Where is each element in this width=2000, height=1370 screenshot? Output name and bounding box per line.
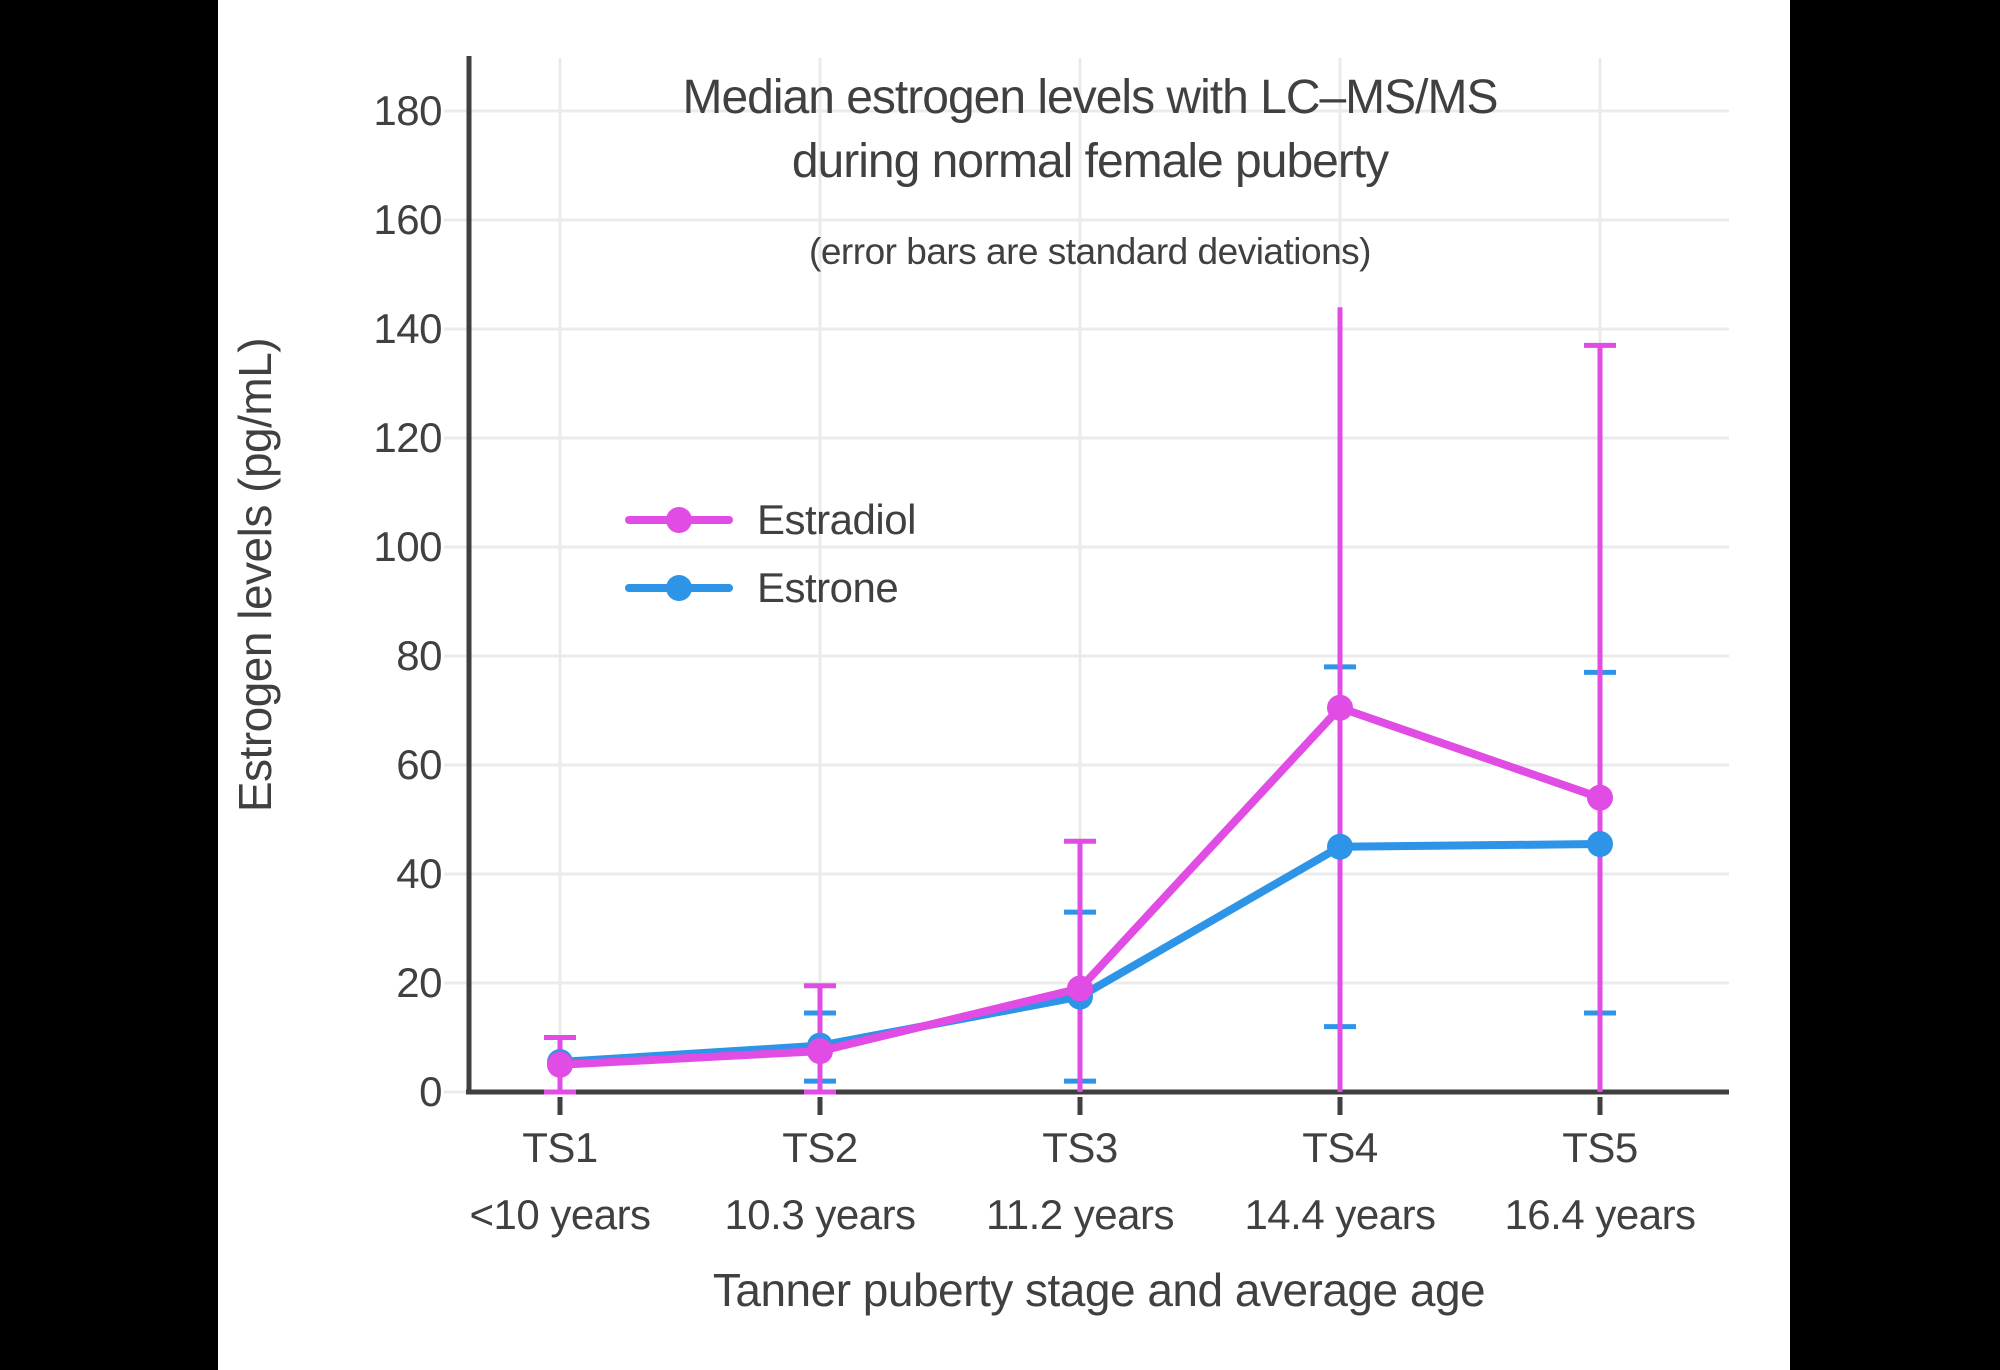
legend: Estradiol Estrone [625, 492, 916, 628]
y-tick-label: 140 [373, 305, 442, 352]
x-category-label: TS3 [1042, 1124, 1118, 1171]
chart-subtitle: (error bars are standard deviations) [809, 231, 1371, 272]
legend-item-estrone: Estrone [625, 560, 916, 616]
x-age-label: 14.4 years [1244, 1191, 1436, 1238]
x-axis-title: Tanner puberty stage and average age [712, 1264, 1486, 1316]
data-point-estradiol [547, 1051, 573, 1078]
y-tick-label: 20 [396, 959, 442, 1006]
y-tick-label: 80 [396, 632, 442, 679]
y-tick-label: 180 [373, 87, 442, 134]
data-point-estradiol [1587, 784, 1613, 811]
chart-title-line1: Median estrogen levels with LC–MS/MS [682, 71, 1498, 124]
x-age-label: 16.4 years [1504, 1191, 1696, 1238]
chart-title-line2: during normal female puberty [791, 135, 1389, 188]
x-category-label: TS2 [782, 1124, 858, 1171]
y-tick-label: 100 [373, 523, 442, 570]
legend-item-estradiol: Estradiol [625, 492, 916, 548]
y-tick-label: 0 [419, 1068, 442, 1115]
chart-title: Median estrogen levels with LC–MS/MS dur… [490, 66, 1690, 194]
x-age-label: 11.2 years [986, 1191, 1175, 1238]
y-tick-label: 120 [373, 414, 442, 461]
x-category-label: TS5 [1562, 1124, 1638, 1171]
legend-label-estradiol: Estradiol [757, 496, 916, 543]
x-category-label: TS4 [1302, 1124, 1378, 1171]
x-age-label: <10 years [469, 1191, 651, 1238]
y-tick-label: 40 [396, 850, 442, 897]
data-point-estradiol [1067, 975, 1093, 1002]
y-tick-label: 160 [373, 196, 442, 243]
x-age-label: 10.3 years [724, 1191, 916, 1238]
data-point-estradiol [1327, 694, 1353, 721]
chart-canvas [218, 0, 1790, 1370]
data-point-estrone [1587, 831, 1613, 858]
y-tick-label: 60 [396, 741, 442, 788]
legend-label-estrone: Estrone [757, 564, 899, 611]
data-point-estrone [1327, 833, 1353, 860]
data-point-estradiol [807, 1038, 833, 1065]
x-category-label: TS1 [522, 1124, 598, 1171]
estradiol-line-marker-icon [625, 492, 733, 548]
estrone-line-marker-icon [625, 560, 733, 616]
